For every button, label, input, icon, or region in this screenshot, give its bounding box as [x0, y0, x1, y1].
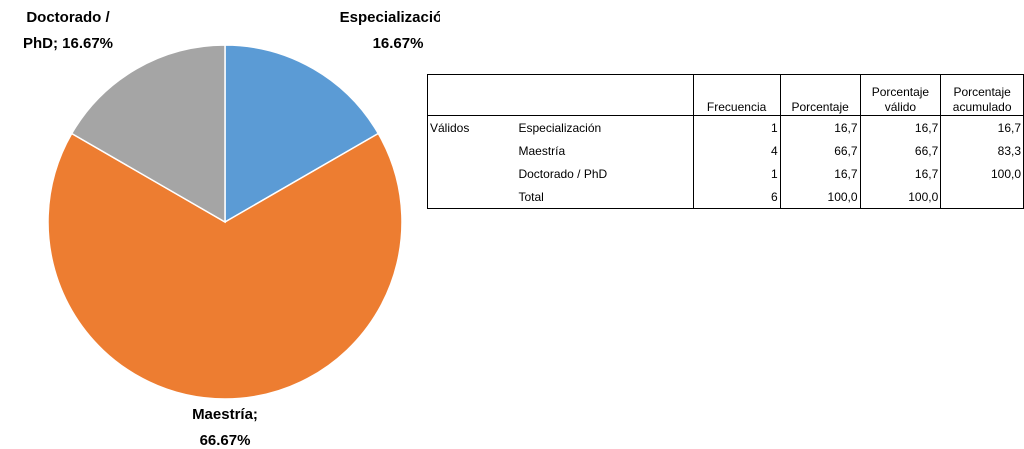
- pie-slice: [70, 44, 226, 224]
- group-blank: [428, 162, 517, 185]
- cell: 1: [692, 115, 781, 139]
- cell: 83,3: [940, 139, 1024, 162]
- row-label: Especialización: [518, 120, 602, 135]
- cell: 16,7: [779, 115, 861, 139]
- cell: [940, 185, 1024, 209]
- column-header: Frecuencia: [692, 74, 781, 116]
- group-blank: [428, 185, 517, 209]
- cell: 6: [692, 185, 781, 209]
- slice-label: Maestría;: [192, 406, 258, 423]
- row-label: Doctorado / PhD: [518, 166, 608, 181]
- column-header: Porcentaje válido: [859, 74, 941, 116]
- cell: 16,7: [940, 115, 1024, 139]
- cell: 100,0: [859, 185, 941, 209]
- cell: 4: [692, 139, 781, 162]
- group-label: Válidos: [430, 120, 470, 135]
- header-blank: [516, 74, 694, 116]
- column-header: Porcentaje acumulado: [940, 74, 1024, 116]
- pie-slice: [224, 44, 380, 224]
- slice-label: 66.67%: [200, 432, 251, 449]
- row-label: Total: [518, 189, 544, 204]
- cell: 100,0: [940, 162, 1024, 185]
- pie-slice: [47, 132, 403, 400]
- slice-label: Doctorado /: [26, 9, 110, 26]
- row-label: Maestría: [518, 143, 566, 158]
- column-header: Porcentaje: [779, 74, 861, 116]
- header-blank: [427, 74, 517, 116]
- group-blank: [428, 139, 517, 162]
- frequency-table: Frecuencia Porcentaje Porcentaje válido Por…: [427, 74, 1024, 209]
- cell: 66,7: [779, 139, 861, 162]
- cell: 16,7: [859, 162, 941, 185]
- slice-label: Especialización;: [340, 9, 440, 26]
- cell: 100,0: [779, 185, 861, 209]
- cell: 1: [692, 162, 781, 185]
- cell: 66,7: [859, 139, 941, 162]
- cell: 16,7: [779, 162, 861, 185]
- slice-label: PhD; 16.67%: [23, 35, 113, 52]
- cell: 16,7: [859, 115, 941, 139]
- pie-chart: Especialización; 16.67% Maestría; 66.67% Doc…: [23, 9, 440, 449]
- slice-label: 16.67%: [373, 35, 424, 52]
